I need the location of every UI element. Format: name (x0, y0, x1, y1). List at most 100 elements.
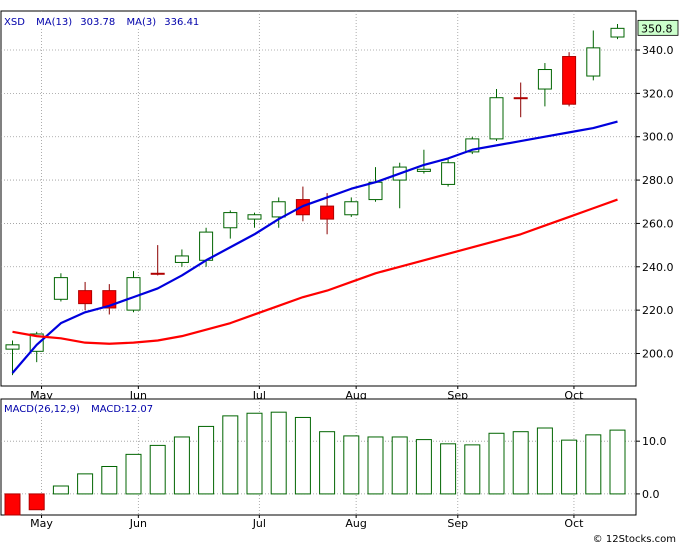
svg-text:XSD MA(13) 303: XSD MA(13) 303.78 MA(3) 336.41 (4, 17, 199, 28)
candle-up (5, 340, 20, 376)
macd-bar-negative (4, 493, 21, 516)
macd-y-axis: 0.0 10.0 (636, 435, 667, 501)
candle-up (247, 212, 262, 228)
macd-bar-positive (536, 427, 553, 495)
legend-ticker: XSD (4, 17, 25, 28)
macd-bar-positive (77, 473, 94, 495)
macd-bar-positive (294, 416, 311, 495)
moving-average-lines (11, 120, 618, 374)
candle-down (78, 281, 93, 311)
price-y-tick-label: 200.0 (642, 347, 674, 360)
candle-down (320, 193, 335, 235)
macd-panel-frame (0, 398, 637, 516)
price-legend-bg (2, 14, 199, 28)
candle-up (53, 273, 68, 302)
price-legend: XSD MA(13) 303.78 MA(3) 336.41 (2, 14, 199, 28)
price-y-tick-label: 300.0 (642, 131, 674, 144)
macd-panel: 0.0 10.0 MACD(26,12,9) MACD:12.07 May Jun J… (0, 398, 667, 530)
macd-bar-positive (488, 432, 505, 495)
candle-body (223, 212, 238, 229)
macd-bar-positive (609, 429, 626, 495)
macd-bar-positive (246, 412, 263, 495)
candle-body (174, 255, 189, 263)
macd-x-tick-label: Sep (447, 517, 468, 530)
macd-legend-bg (2, 402, 152, 415)
macd-bar-positive (561, 439, 578, 495)
macd-bar-positive (343, 435, 360, 495)
candle-up (223, 210, 238, 239)
candle-up (537, 63, 552, 107)
candle-body (78, 290, 93, 305)
candle-body (441, 162, 456, 185)
candle-body (513, 97, 528, 100)
candle-up (610, 24, 625, 40)
candle-down (562, 52, 577, 107)
candle-body (5, 344, 20, 350)
macd-bar-positive (173, 436, 190, 495)
candle-body (344, 201, 359, 216)
macd-x-tick-label: Oct (564, 517, 584, 530)
legend-macd-value: MACD:12.07 (91, 404, 153, 415)
macd-x-tick-label: May (30, 517, 53, 530)
macd-histogram (4, 411, 626, 516)
macd-bar-positive (440, 443, 457, 495)
macd-bar-positive (464, 444, 481, 495)
macd-y-tick-label: 10.0 (642, 435, 667, 448)
macd-bar-negative (28, 493, 45, 511)
watermark: © 12Stocks.com (593, 534, 676, 545)
macd-bar-positive (415, 439, 432, 495)
candle-up (174, 249, 189, 267)
candle-body (416, 168, 431, 172)
candle-down (513, 82, 528, 118)
macd-bar-positive (149, 444, 166, 495)
candle-up (586, 30, 601, 81)
candle-down (150, 245, 165, 276)
candle-body (489, 97, 504, 140)
legend-macd-params: MACD(26,12,9) (4, 404, 80, 415)
last-price-tag: 350.8 (637, 19, 679, 36)
last-price-tag-box (637, 19, 679, 36)
candle-up (489, 89, 504, 142)
candle-body (537, 69, 552, 90)
candlesticks (5, 24, 625, 376)
last-price-tag-text: 350.8 (641, 22, 673, 35)
price-panel-frame (0, 10, 637, 387)
macd-bar-positive (270, 411, 287, 495)
ma3-line (12, 198, 618, 345)
candle-up (126, 271, 141, 313)
price-y-tick-label: 340.0 (642, 44, 674, 57)
price-gridlines (1, 11, 636, 386)
price-y-tick-label: 320.0 (642, 87, 674, 100)
svg-text:MACD(26,12,9) MACD:12.: MACD(26,12,9) MACD:12.07 (4, 404, 153, 415)
candle-up (344, 197, 359, 217)
price-y-axis: 200.0 220.0 240.0 260.0 280.0 300.0 320.0 340.0 (636, 44, 674, 360)
price-y-tick-label: 280.0 (642, 174, 674, 187)
legend-ma3-value: 336.41 (164, 17, 199, 28)
macd-bar-positive (319, 431, 336, 495)
macd-x-axis: May Jun Jul Aug Sep Oct (30, 515, 584, 530)
macd-bar-positive (512, 431, 529, 495)
macd-bar-positive (101, 465, 118, 495)
ma13-line (11, 120, 618, 374)
candle-body (199, 231, 214, 261)
macd-x-tick-label: Aug (345, 517, 366, 530)
macd-x-tick-label: Jun (129, 517, 147, 530)
macd-legend: MACD(26,12,9) MACD:12.07 (2, 402, 153, 415)
candle-body (586, 47, 601, 77)
candle-up (416, 149, 431, 174)
legend-ma13-label: MA(13) (36, 17, 72, 28)
macd-bar-positive (391, 436, 408, 495)
candle-up (199, 227, 214, 267)
price-panel: 200.0 220.0 240.0 260.0 280.0 300.0 320.0 340.0… (0, 10, 679, 402)
macd-x-tick-label: Jul (252, 517, 266, 530)
candle-body (247, 214, 262, 220)
legend-ma13-value: 303.78 (80, 17, 115, 28)
candle-up (441, 158, 456, 187)
macd-bar-positive (52, 485, 69, 495)
price-y-tick-label: 220.0 (642, 304, 674, 317)
macd-bar-positive (367, 436, 384, 495)
candle-body (271, 201, 286, 218)
candle-up (368, 167, 383, 202)
macd-bar-positive (222, 415, 239, 495)
